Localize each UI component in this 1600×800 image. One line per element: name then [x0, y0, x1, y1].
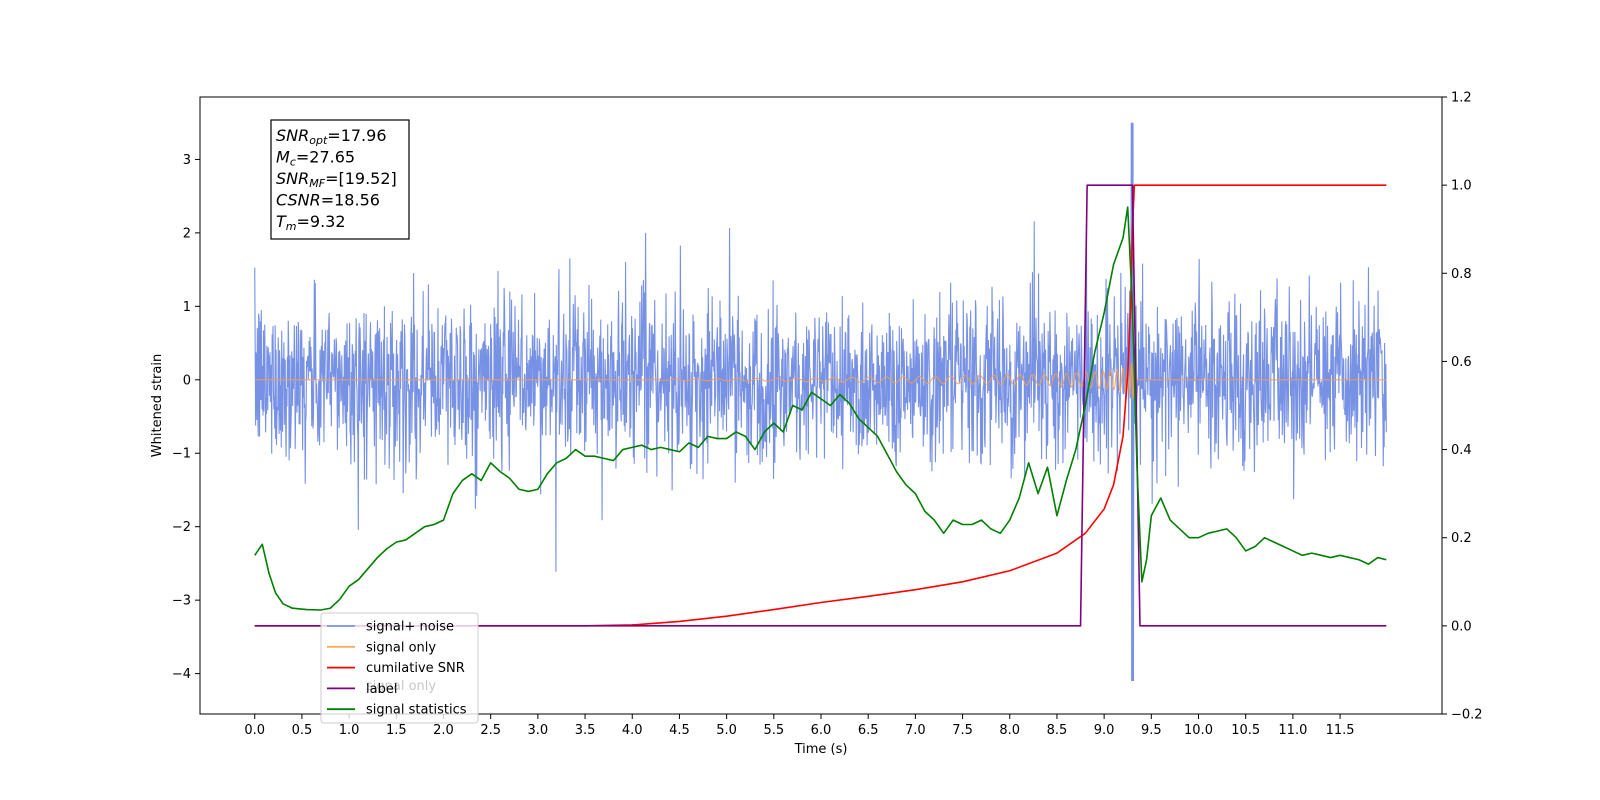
x-tick-label: 2.0 [433, 723, 454, 738]
x-tick-label: 8.0 [999, 723, 1020, 738]
plot-area [254, 122, 1387, 681]
y2-tick-label: 0.4 [1451, 443, 1472, 458]
x-tick-label: 1.5 [386, 723, 407, 738]
y-tick-label: −4 [172, 667, 191, 682]
y-tick-label: −3 [172, 594, 191, 609]
x-tick-label: 11.5 [1326, 723, 1355, 738]
x-tick-label: 3.5 [575, 723, 596, 738]
y2-tick-label: 0.0 [1451, 619, 1472, 634]
info-snr-opt: SNRopt=17.96 [276, 126, 387, 147]
y-tick-label: 2 [183, 226, 191, 241]
info-csnr: CSNR=18.56 [276, 191, 380, 210]
info-mc: Mc=27.65 [276, 148, 355, 169]
y2-tick-label: 1.0 [1451, 179, 1472, 194]
info-snr-mf: SNRMF=[19.52] [276, 169, 397, 190]
legend-frame [320, 612, 479, 724]
x-tick-label: 0.0 [244, 723, 265, 738]
legend-signal-statistics-label: signal statistics [366, 703, 467, 718]
x-tick-label: 6.5 [858, 723, 879, 738]
info-box: SNRopt=17.96Mc=27.65SNRMF=[19.52]CSNR=18… [270, 119, 410, 240]
x-tick-label: 10.0 [1184, 723, 1213, 738]
y-tick-label: 0 [183, 373, 191, 388]
x-tick-label: 7.0 [905, 723, 926, 738]
x-tick-label: 10.5 [1231, 723, 1260, 738]
y-tick-label: −2 [172, 520, 191, 535]
series-cumulative-snr [254, 184, 1387, 627]
y-tick-label: 3 [183, 153, 191, 168]
x-axis-label: Time (s) [794, 742, 848, 757]
x-tick-label: 5.0 [716, 723, 737, 738]
y-tick-label: 1 [183, 300, 191, 315]
x-tick-label: 4.0 [622, 723, 643, 738]
x-tick-label: 3.0 [528, 723, 549, 738]
info-box-frame [270, 119, 410, 240]
y-tick-label: −1 [172, 447, 191, 462]
y2-tick-label: 0.2 [1451, 531, 1472, 546]
y2-tick-label: 1.2 [1451, 91, 1472, 106]
x-tick-label: 9.5 [1141, 723, 1162, 738]
x-tick-label: 11.0 [1278, 723, 1307, 738]
x-tick-label: 1.0 [339, 723, 360, 738]
series-label [254, 184, 1387, 627]
info-tm: Tm=9.32 [276, 212, 346, 233]
legend-signal-only-label: signal only [366, 640, 436, 655]
series-signal-only [254, 355, 1387, 400]
x-tick-label: 0.5 [292, 723, 313, 738]
legend-cumulative-snr-label: cumilative SNR [366, 661, 465, 676]
legend-ghost-text: signal only [366, 679, 436, 694]
series-signal-noise [254, 122, 1387, 681]
y-axis-label: Whitened strain [150, 354, 165, 457]
x-tick-label: 9.0 [1094, 723, 1115, 738]
series-signal-statistics [254, 206, 1387, 611]
axes: 0.0 0.5 1.0 1.5 2.0 2.5 3.0 3.5 4.0 4.5 5.0 5.5 6.0 6… [150, 91, 1483, 758]
x-tick-label: 5.5 [763, 723, 784, 738]
x-tick-label: 8.5 [1047, 723, 1068, 738]
x-tick-label: 6.0 [811, 723, 832, 738]
y2-tick-label: 0.6 [1451, 355, 1472, 370]
legend-signal-noise-label: signal+ noise [366, 620, 454, 635]
x-tick-label: 7.5 [952, 723, 973, 738]
x-tick-label: 2.5 [480, 723, 501, 738]
legend-label-label: label [366, 682, 397, 697]
y2-tick-label: −0.2 [1451, 708, 1483, 723]
y2-tick-label: 0.8 [1451, 267, 1472, 282]
legend: signal only signal+ noise signal only cumil… [320, 612, 479, 724]
x-tick-label: 4.5 [669, 723, 690, 738]
